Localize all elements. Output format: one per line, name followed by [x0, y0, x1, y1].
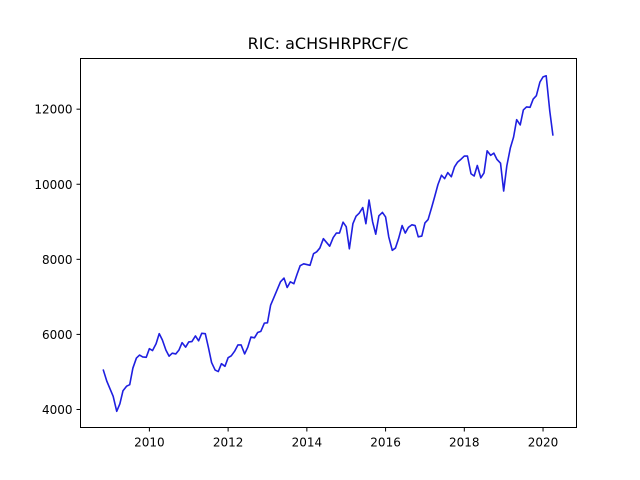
y-tick-label: 8000: [42, 253, 73, 267]
plot-area: [102, 74, 554, 413]
x-tick-label: 2012: [213, 436, 244, 450]
plot-frame: [80, 58, 577, 428]
series-line-0: [102, 74, 554, 413]
x-axis: 2010 2012 2014 2016 2018 2020: [134, 427, 559, 450]
chart-title: RIC: aCHSHRPRCF/C: [248, 34, 409, 53]
y-tick-label: 10000: [34, 178, 72, 192]
y-axis: 4000 6000 8000 10000 12000: [34, 103, 81, 417]
x-tick-label: 2016: [370, 436, 401, 450]
y-tick-label: 12000: [34, 103, 72, 117]
x-tick-label: 2020: [528, 436, 559, 450]
y-tick-label: 6000: [42, 328, 73, 342]
x-tick-label: 2014: [292, 436, 323, 450]
x-tick-label: 2010: [134, 436, 165, 450]
y-tick-label: 4000: [42, 403, 73, 417]
x-tick-label: 2018: [449, 436, 480, 450]
